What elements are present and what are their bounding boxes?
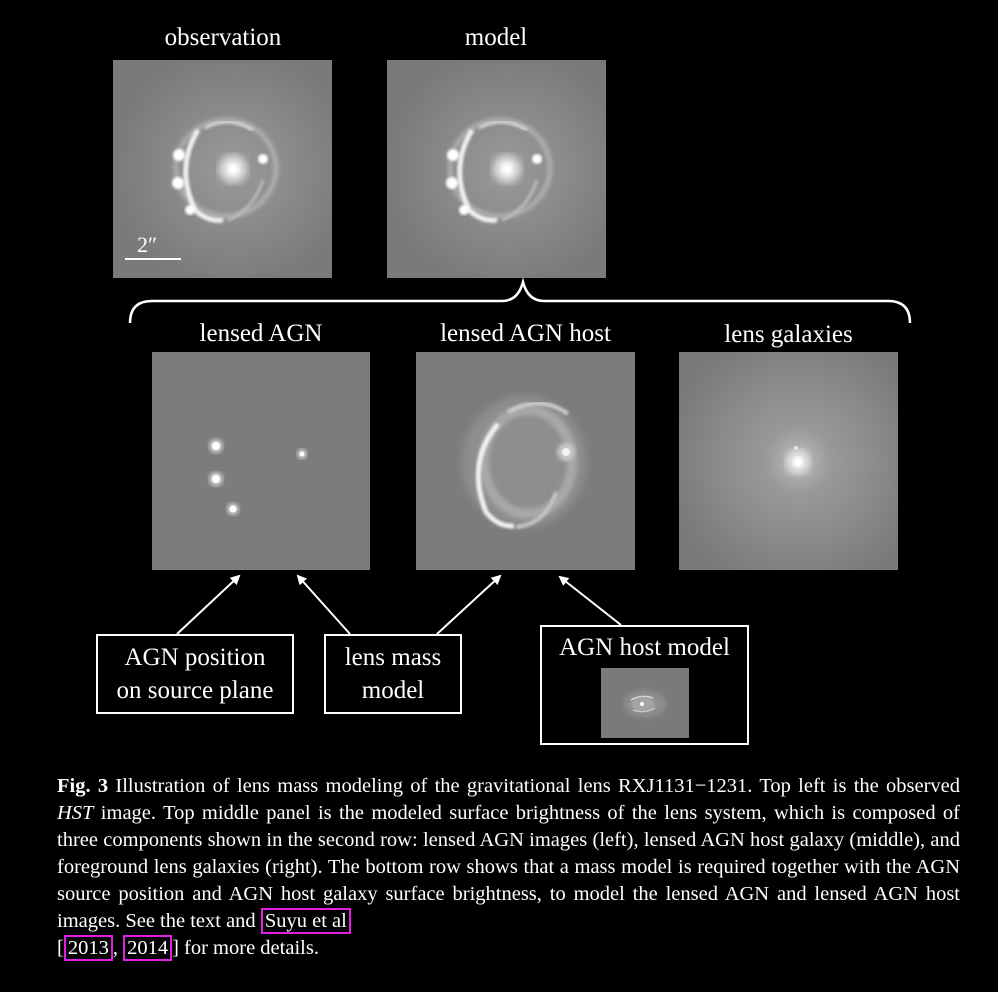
caption-text-3: ] for more details. [172,937,319,959]
model-image [387,60,606,278]
observation-label: observation [164,24,282,51]
lensed-agn-image [152,352,370,570]
arrow-agn-to-lensed-agn [176,574,241,635]
lens-mass-model-line-1: lens mass [344,644,442,671]
lensed-agn-host-label: lensed AGN host [440,320,611,347]
caption-sep: , [112,937,124,959]
lens-mass-model-line-2: model [361,677,425,704]
citation-2013-link[interactable]: 2013 [63,935,113,961]
model-label: model [464,24,528,51]
citation-2014-link[interactable]: 2014 [123,935,173,961]
agn-position-line-1: AGN position [124,644,266,671]
arrow-hostmodel-to-host [558,575,622,626]
citation-suyu-link[interactable]: Suyu et al [260,908,351,934]
caption-hst: HST [57,802,94,824]
agn-host-model-box: AGN host model [540,625,749,745]
caption-text-1: Illustration of lens mass modeling of th… [108,775,961,797]
arrow-mass-to-host [436,574,502,635]
lens-mass-model-box: lens mass model [324,634,462,714]
caption-bracket-open: [ [57,937,64,959]
figure-label: Fig. 3 [57,775,109,797]
caption-text-2: image. Top middle panel is the modeled s… [57,802,960,932]
agn-position-line-2: on source plane [116,677,274,704]
lensed-agn-host-image [416,352,635,570]
agn-position-box: AGN position on source plane [96,634,294,714]
agn-host-model-image [600,668,689,738]
lensed-agn-label: lensed AGN [199,320,323,347]
figure-caption: Fig. 3 Illustration of lens mass modelin… [57,773,960,962]
observation-image: 2″ [113,60,332,278]
agn-host-model-label: AGN host model [559,634,730,661]
lens-galaxies-label: lens galaxies [724,321,853,348]
scale-bar-label: 2″ [137,232,158,257]
lens-galaxies-image [679,352,898,570]
arrow-mass-to-lensed-agn [296,574,351,635]
